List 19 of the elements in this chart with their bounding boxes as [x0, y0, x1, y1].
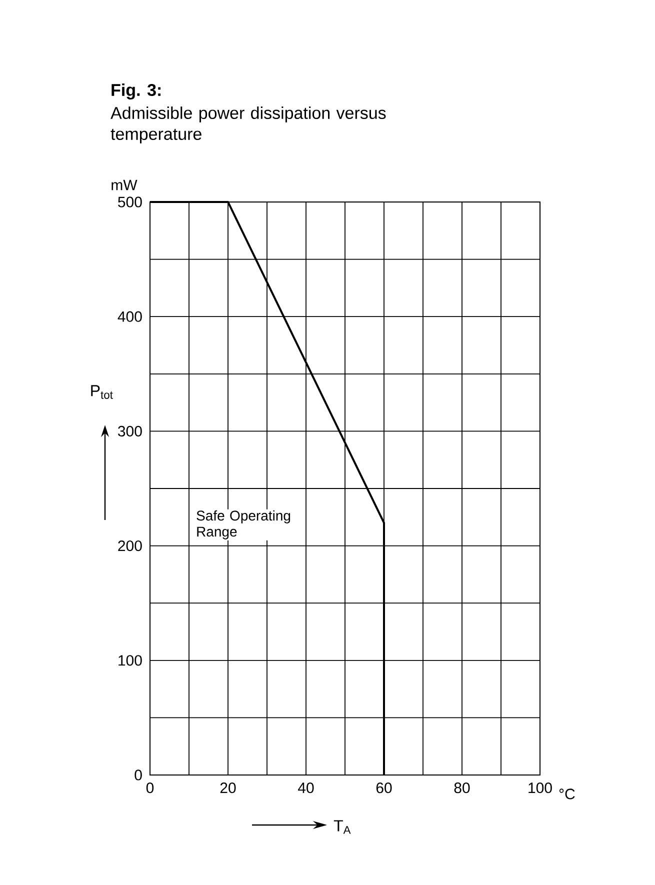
x-tick-label: 100: [528, 782, 552, 794]
y-tick-label: 200: [118, 540, 142, 552]
text: °C: [559, 788, 575, 800]
annotation: Safe Operating Range: [196, 510, 290, 540]
y-tick-label: 400: [118, 311, 142, 322]
x-tick-label: 0: [146, 782, 154, 794]
y-tick-label: 500: [118, 196, 142, 208]
x-tick-label: 80: [454, 782, 470, 794]
chart-subtitle: Admissible power dissipation versus temperature: [110, 106, 386, 144]
chart-title: Fig. 3:: [112, 84, 161, 100]
x-axis-title: T$_{A}$: [334, 820, 351, 834]
x-tick-label: 20: [220, 782, 236, 794]
y-tick-label: 0: [134, 770, 142, 780]
y-tick-label: 300: [118, 426, 142, 436]
text: mW: [112, 180, 138, 190]
x-tick-label: 60: [376, 782, 392, 794]
y-tick-label: 100: [118, 655, 142, 666]
x-tick-label: 40: [298, 782, 314, 794]
y-axis-title: P$_{tot}$: [91, 385, 113, 399]
